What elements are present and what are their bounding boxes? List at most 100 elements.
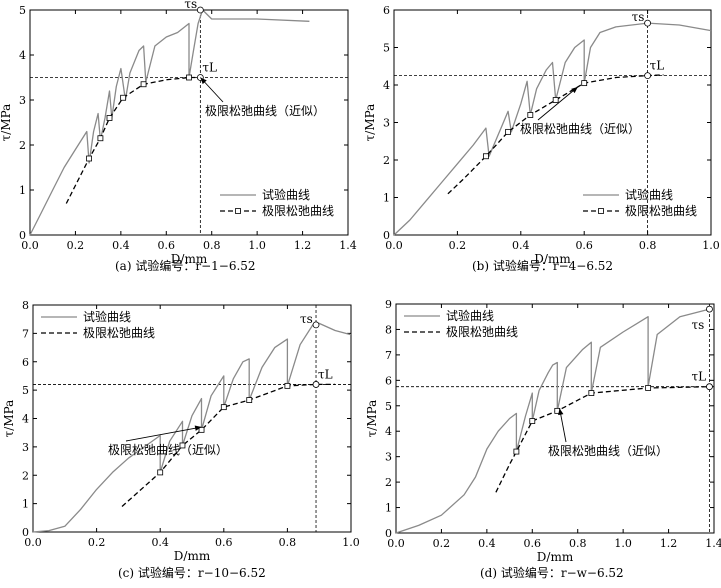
x-tick-label: 0.4 (478, 537, 496, 550)
plot-frame (395, 303, 715, 534)
y-tick-label: 2 (19, 139, 26, 152)
relaxation-marker (106, 115, 113, 121)
relaxation-marker (588, 390, 595, 396)
y-tick-label: 3 (385, 451, 392, 464)
x-tick-label: 1.0 (702, 239, 720, 252)
x-tick-label: 1.2 (660, 537, 678, 550)
tau-L-label: τL (650, 59, 665, 73)
x-axis-label: D/mm (534, 252, 571, 266)
x-tick-label: 0.0 (21, 239, 39, 252)
y-tick-label: 4 (385, 425, 392, 438)
legend-label: 试验曲线 (446, 308, 494, 323)
y-tick-label: 4 (22, 413, 29, 426)
x-axis-label: D/mm (537, 550, 574, 564)
legend-label: 极限松弛曲线 (625, 204, 697, 218)
y-tick-label: 3 (19, 94, 26, 107)
y-axis-label: τ/MPa (365, 400, 379, 438)
legend-marker (598, 208, 604, 214)
x-tick-label: 0.4 (512, 239, 530, 252)
y-tick-label: 4 (383, 79, 390, 92)
x-tick-label: 0.2 (433, 537, 451, 550)
curve-label: 极限松弛曲线（近似） (520, 122, 640, 136)
y-tick-label: 2 (22, 469, 29, 482)
x-axis-label: D/mm (171, 252, 208, 266)
x-tick-label: 0.2 (67, 239, 85, 252)
tau-L-marker (644, 72, 651, 80)
curve-label-arrowhead (558, 408, 564, 416)
x-tick-label: 0.2 (449, 239, 467, 252)
x-tick-label: 0.4 (112, 239, 130, 252)
relaxation-curve-line (65, 76, 201, 204)
relaxation-curve-line (495, 386, 710, 493)
y-tick-label: 9 (385, 298, 392, 311)
legend-label: 极限松弛曲线 (446, 325, 518, 339)
x-tick-label: 0.8 (569, 537, 587, 550)
relaxation-marker (529, 418, 536, 424)
panel-caption: (a) 试验编号：r−1−6.52 (115, 258, 256, 273)
y-tick-label: 0 (22, 526, 29, 539)
legend-label: 极限松弛曲线 (262, 204, 334, 218)
x-tick-label: 0.6 (158, 239, 176, 252)
tau-s-marker (706, 305, 713, 313)
x-axis-label: D/mm (174, 549, 211, 563)
relaxation-marker (97, 135, 104, 142)
x-tick-label: 0.0 (385, 239, 403, 252)
y-tick-label: 2 (383, 154, 390, 167)
x-tick-label: 1.0 (342, 536, 360, 549)
y-tick-label: 3 (22, 441, 29, 454)
y-axis-label: τ/MPa (363, 104, 377, 142)
curve-label-arrowhead (571, 86, 578, 94)
relaxation-marker (581, 80, 588, 87)
relaxation-marker (179, 442, 186, 449)
x-tick-label: 1.4 (705, 537, 721, 550)
x-tick-label: 1.0 (248, 239, 266, 252)
curve-label-arrow (125, 426, 202, 442)
x-tick-label: 0.6 (524, 537, 542, 550)
x-tick-label: 1.2 (294, 239, 312, 252)
chart-panel-a: 0.0 0.2 0.4 0.6 0.8 1.0 1.2 1.4 0 1 2 3 4 5 D/mm τ/MPa τ… (0, 0, 357, 266)
legend-label: 试验曲线 (262, 187, 310, 202)
x-tick-label: 1.0 (614, 537, 632, 550)
y-axis-label: τ/MPa (0, 104, 13, 142)
y-axis-label: τ/MPa (2, 400, 16, 438)
y-tick-label: 0 (19, 229, 26, 242)
y-tick-label: 1 (383, 192, 390, 205)
panel-caption: (b) 试验编号：r−4−6.52 (472, 258, 613, 273)
tau-s-marker (196, 6, 204, 14)
tau-L-marker (312, 381, 320, 388)
tau-L-marker (706, 383, 713, 391)
relaxation-marker (86, 155, 92, 162)
y-tick-label: 6 (22, 356, 29, 369)
y-tick-label: 7 (385, 349, 392, 362)
relaxation-marker (284, 382, 291, 389)
legend-label: 试验曲线 (83, 309, 131, 324)
y-tick-label: 5 (19, 4, 26, 17)
relaxation-marker (513, 448, 520, 455)
y-tick-label: 5 (383, 42, 390, 55)
x-tick-label: 0.8 (279, 536, 297, 549)
panel-caption: (d) 试验编号：r−w−6.52 (480, 565, 624, 580)
tau-L-label: τL (691, 370, 706, 384)
x-tick-label: 0.2 (88, 536, 106, 549)
curve-label: 极限松弛曲线（近似） (205, 104, 325, 118)
relaxation-marker (157, 469, 164, 476)
tau-s-marker (644, 19, 651, 27)
relaxation-marker (505, 128, 512, 135)
tau-L-label: τL (202, 61, 217, 75)
x-tick-label: 0.6 (575, 239, 593, 252)
curve-label-arrowhead (194, 425, 202, 431)
test-curve-line (395, 308, 710, 534)
tau-s-label: τs (632, 10, 645, 24)
relaxation-marker (220, 404, 227, 411)
tau-s-marker (312, 321, 320, 329)
y-tick-label: 3 (383, 117, 390, 130)
panel-caption: (c) 试验编号：r−10−6.52 (118, 565, 266, 580)
tau-s-label: τs (300, 312, 313, 326)
tau-L-label: τL (318, 367, 333, 381)
relaxation-curve-line (447, 74, 664, 195)
tau-s-label: τs (184, 0, 197, 11)
y-tick-label: 8 (22, 299, 29, 312)
y-tick-label: 1 (19, 184, 26, 197)
